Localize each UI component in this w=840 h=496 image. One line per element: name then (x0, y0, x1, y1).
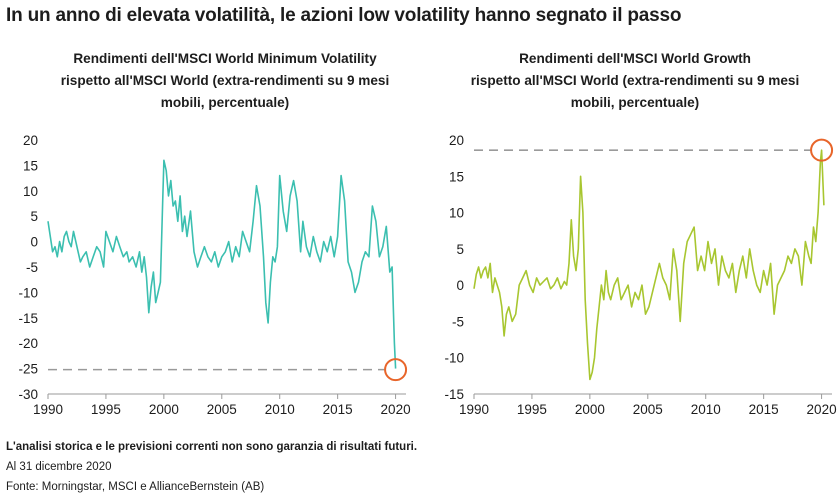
right-title-line: mobili, percentuale) (570, 95, 700, 110)
y-tick-label: 5 (30, 209, 38, 224)
y-tick-label: -15 (18, 311, 38, 326)
x-tick-label: 1990 (33, 402, 63, 417)
x-tick-label: 2015 (323, 402, 353, 417)
x-tick-label: 1995 (91, 402, 121, 417)
y-tick-label: 5 (456, 242, 464, 257)
y-tick-label: 10 (449, 206, 464, 221)
series-line (47, 159, 397, 369)
x-tick-label: 1995 (517, 402, 547, 417)
left-title-line: rispetto all'MSCI World (extra-rendiment… (60, 73, 390, 88)
left-chart-title: Rendimenti dell'MSCI World Minimum Volat… (30, 48, 420, 114)
y-tick-label: -10 (444, 351, 464, 366)
y-tick-label: -25 (18, 362, 38, 377)
y-tick-label: -15 (444, 387, 464, 402)
y-tick-label: -5 (26, 260, 38, 275)
x-tick-label: 2005 (633, 402, 663, 417)
series-line (473, 149, 825, 381)
x-tick-label: 2015 (749, 402, 779, 417)
y-tick-label: -20 (18, 336, 38, 351)
x-tick-label: 2020 (807, 402, 837, 417)
x-tick-label: 1990 (459, 402, 489, 417)
y-tick-label: 20 (449, 133, 464, 148)
highlight-marker (384, 358, 408, 382)
left-title-line: Rendimenti dell'MSCI World Minimum Volat… (73, 51, 377, 66)
main-title: In un anno di elevata volatilità, le azi… (6, 5, 682, 26)
y-tick-label: 0 (456, 278, 464, 293)
x-tick-label: 2000 (149, 402, 179, 417)
y-tick-label: 15 (449, 169, 464, 184)
y-tick-label: -5 (452, 314, 464, 329)
x-tick-label: 2020 (381, 402, 411, 417)
x-tick-label: 2005 (207, 402, 237, 417)
y-tick-label: 10 (23, 184, 38, 199)
disclaimer-note: L'analisi storica e le previsioni corren… (6, 441, 418, 453)
highlight-marker (810, 138, 834, 162)
y-tick-label: 15 (23, 158, 38, 173)
y-tick-label: 0 (30, 235, 38, 250)
right-title-line: rispetto all'MSCI World (extra-rendiment… (470, 73, 800, 88)
y-tick-label: -10 (18, 285, 38, 300)
x-tick-label: 2000 (575, 402, 605, 417)
y-tick-label: 20 (23, 133, 38, 148)
right-chart-title: Rendimenti dell'MSCI World Growth rispet… (440, 48, 830, 114)
date-note: Al 31 dicembre 2020 (6, 461, 112, 473)
y-tick-label: -30 (18, 387, 38, 402)
right-title-line: Rendimenti dell'MSCI World Growth (519, 51, 751, 66)
source-note: Fonte: Morningstar, MSCI e AllianceBerns… (6, 481, 265, 493)
x-tick-label: 2010 (691, 402, 721, 417)
left-title-line: mobili, percentuale) (160, 95, 290, 110)
x-tick-label: 2010 (265, 402, 295, 417)
